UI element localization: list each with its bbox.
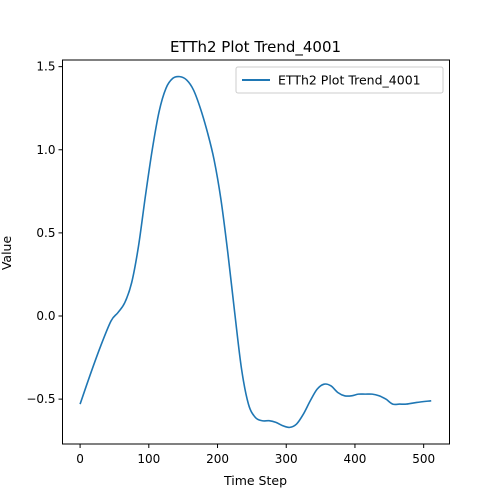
- legend: ETTh2 Plot Trend_4001: [235, 66, 444, 94]
- chart-title: ETTh2 Plot Trend_4001: [170, 38, 341, 57]
- y-axis: −0.5 0.0 0.5 1.0 1.5: [26, 60, 63, 406]
- x-tick-label: 300: [275, 452, 298, 466]
- x-tick-label: 100: [137, 452, 160, 466]
- x-axis-label: Time Step: [223, 473, 287, 488]
- y-tick-label: 1.5: [36, 60, 55, 74]
- y-axis-label: Value: [0, 236, 14, 271]
- x-axis: 0 100 200 300 400 500: [76, 444, 435, 466]
- plot-frame: [62, 59, 450, 445]
- legend-label: ETTh2 Plot Trend_4001: [278, 73, 421, 88]
- y-tick-label: 0.5: [36, 226, 55, 240]
- legend-box: [235, 66, 444, 94]
- plot-area: [79, 75, 432, 429]
- x-tick-label: 500: [412, 452, 435, 466]
- series-line-0: [79, 75, 432, 429]
- x-tick-label: 0: [76, 452, 84, 466]
- y-tick-label: 1.0: [36, 143, 55, 157]
- y-tick-label: 0.0: [36, 309, 55, 323]
- y-tick-label: −0.5: [26, 392, 55, 406]
- x-tick-label: 200: [206, 452, 229, 466]
- x-tick-label: 400: [343, 452, 366, 466]
